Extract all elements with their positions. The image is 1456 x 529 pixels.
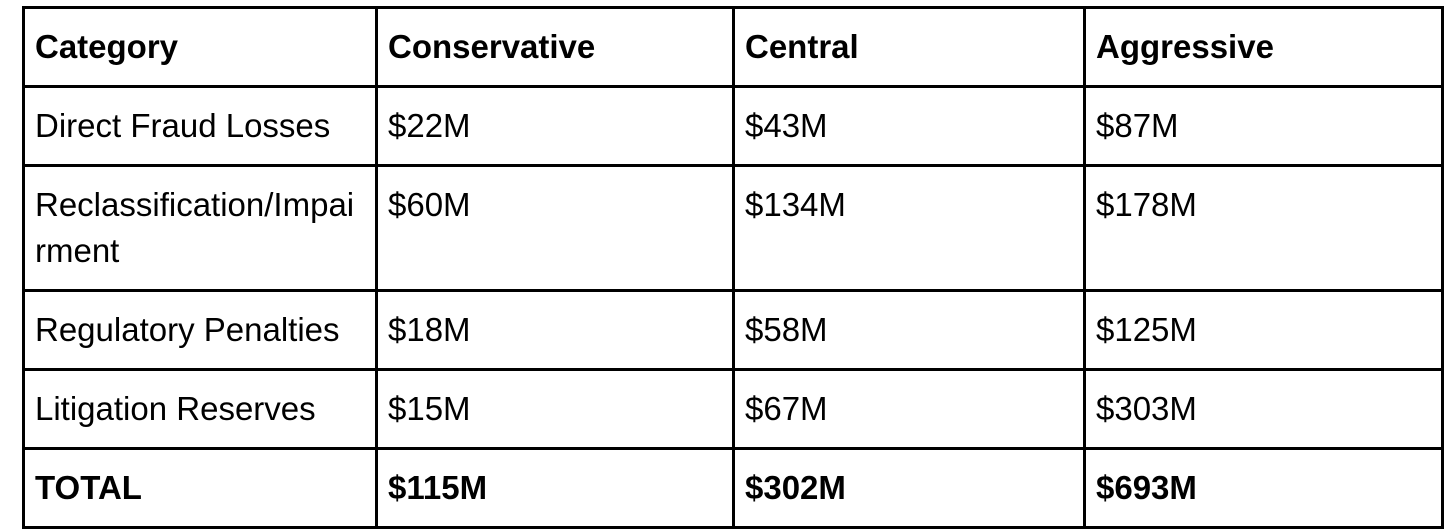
aggressive-value-cell: $303M [1083, 368, 1444, 450]
central-value-cell: $134M [732, 164, 1086, 292]
conservative-value-cell: $60M [375, 164, 735, 292]
header-row: Category Conservative Central Aggressive [22, 6, 1444, 88]
category-cell: Regulatory Penalties [22, 289, 378, 371]
table-row-regulatory-penalties: Regulatory Penalties $18M $58M $125M [22, 289, 1444, 371]
table-row-direct-fraud-losses: Direct Fraud Losses $22M $43M $87M [22, 85, 1444, 167]
category-cell: Direct Fraud Losses [22, 85, 378, 167]
table-row-reclassification-impairment: Reclassification/Impairment $60M $134M $… [22, 164, 1444, 292]
aggressive-value-cell: $125M [1083, 289, 1444, 371]
central-value-cell: $67M [732, 368, 1086, 450]
column-header-central: Central [732, 6, 1086, 88]
central-value-cell: $43M [732, 85, 1086, 167]
central-value-cell: $58M [732, 289, 1086, 371]
column-header-category: Category [22, 6, 378, 88]
category-cell: TOTAL [22, 447, 378, 529]
column-header-aggressive: Aggressive [1083, 6, 1444, 88]
category-cell: Reclassification/Impairment [22, 164, 378, 292]
central-value-cell: $302M [732, 447, 1086, 529]
scenario-cost-table: Category Conservative Central Aggressive… [22, 6, 1444, 529]
conservative-value-cell: $115M [375, 447, 735, 529]
table-row-litigation-reserves: Litigation Reserves $15M $67M $303M [22, 368, 1444, 450]
conservative-value-cell: $22M [375, 85, 735, 167]
aggressive-value-cell: $87M [1083, 85, 1444, 167]
conservative-value-cell: $18M [375, 289, 735, 371]
category-cell: Litigation Reserves [22, 368, 378, 450]
column-header-conservative: Conservative [375, 6, 735, 88]
scenario-cost-table-wrapper: Category Conservative Central Aggressive… [22, 6, 1444, 529]
aggressive-value-cell: $178M [1083, 164, 1444, 292]
table-row-total: TOTAL $115M $302M $693M [22, 447, 1444, 529]
aggressive-value-cell: $693M [1083, 447, 1444, 529]
conservative-value-cell: $15M [375, 368, 735, 450]
